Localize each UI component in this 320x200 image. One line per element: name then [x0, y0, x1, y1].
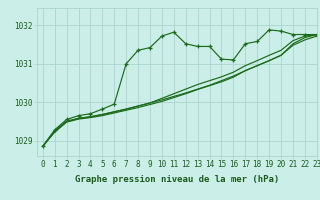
X-axis label: Graphe pression niveau de la mer (hPa): Graphe pression niveau de la mer (hPa)	[75, 175, 279, 184]
